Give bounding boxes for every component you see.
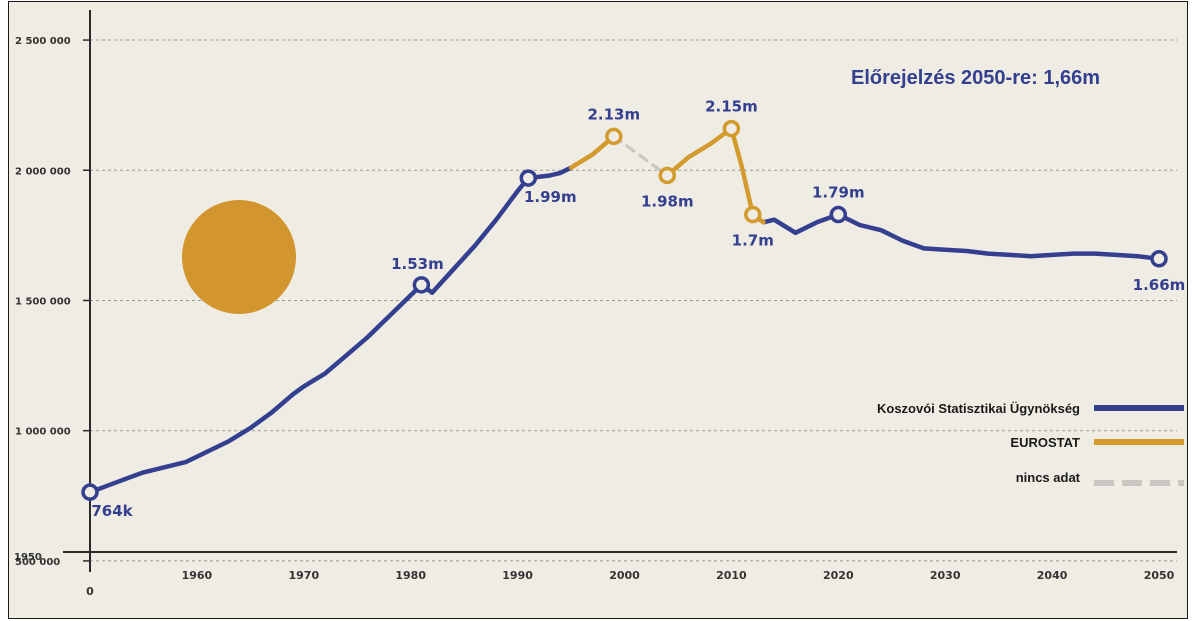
data-point-marker <box>722 119 741 138</box>
data-label: 764k <box>91 502 133 520</box>
chart-frame: 1950 500 000 1 000 000 1 500 000 2 000 000 2… <box>8 1 1188 619</box>
data-label: 1.7m <box>732 232 774 250</box>
x-tick-label: 2030 <box>930 569 961 582</box>
y-tick-label: 500 000 <box>15 557 60 568</box>
data-point-marker <box>519 169 538 187</box>
x-tick-label: 2040 <box>1037 569 1068 582</box>
data-point-marker <box>658 166 677 185</box>
data-label: 1.99m <box>524 188 577 206</box>
x-tick-label: 1980 <box>395 569 426 582</box>
data-point-marker <box>412 276 431 294</box>
data-point-marker <box>605 127 623 146</box>
marker-layer <box>81 119 1168 501</box>
x-tick-label: 1960 <box>182 569 213 582</box>
x-tick-label: 2000 <box>609 569 640 582</box>
y-tick-label: 1 000 000 <box>15 427 71 438</box>
decorative-orange-circle <box>182 200 296 314</box>
y-tick-label: 2 000 000 <box>15 166 71 177</box>
legend: Koszovói Statisztikai Ügynökség EUROSTAT… <box>877 401 1184 486</box>
legend-item-eurostat: EUROSTAT <box>1010 435 1184 450</box>
x-tick-label: 2020 <box>823 569 854 582</box>
x-tick-label: 2050 <box>1144 569 1175 582</box>
y-tick-label: 2 500 000 <box>15 36 71 47</box>
data-label: 1.66m <box>1133 276 1186 294</box>
data-label: 2.15m <box>705 98 758 116</box>
series-line-eurostat <box>568 134 617 170</box>
label-layer: 764k 1.53m 1.99m 2.13m 1.98m 2.15m 1.7m 1.79m 1.… <box>91 98 1185 521</box>
population-line-chart: 1950 500 000 1 000 000 1 500 000 2 000 000 2… <box>14 10 1185 598</box>
data-label: 1.53m <box>391 255 444 273</box>
legend-label: nincs adat <box>1016 470 1081 485</box>
legend-item-nodata: nincs adat <box>1016 470 1184 486</box>
decor-layer <box>182 200 296 314</box>
y-tick-label: 1 500 000 <box>15 296 71 307</box>
x-tick-label: 1970 <box>288 569 319 582</box>
x-tick-label: 2010 <box>716 569 747 582</box>
data-point-marker <box>81 483 99 501</box>
axis-layer: 1950 500 000 1 000 000 1 500 000 2 000 000 2… <box>14 10 1177 598</box>
series-line-nodata <box>612 134 669 177</box>
data-point-marker <box>1150 250 1168 268</box>
series-line-kas <box>761 212 1162 262</box>
legend-label: EUROSTAT <box>1010 435 1080 450</box>
legend-label: Koszovói Statisztikai Ügynökség <box>877 401 1080 416</box>
legend-item-kas: Koszovói Statisztikai Ügynökség <box>877 401 1184 416</box>
data-point-marker <box>829 205 848 224</box>
y-axis-corner-label: 1950 <box>14 552 42 563</box>
x-tick-label: 1990 <box>502 569 533 582</box>
data-point-marker <box>744 205 762 224</box>
x-tick-label: 0 <box>86 585 94 598</box>
data-label: 1.79m <box>812 184 865 202</box>
data-label: 1.98m <box>641 192 694 210</box>
forecast-title: Előrejelzés 2050-re: 1,66m <box>851 67 1100 89</box>
data-label: 2.13m <box>587 105 640 123</box>
series-line-kas <box>87 165 574 495</box>
